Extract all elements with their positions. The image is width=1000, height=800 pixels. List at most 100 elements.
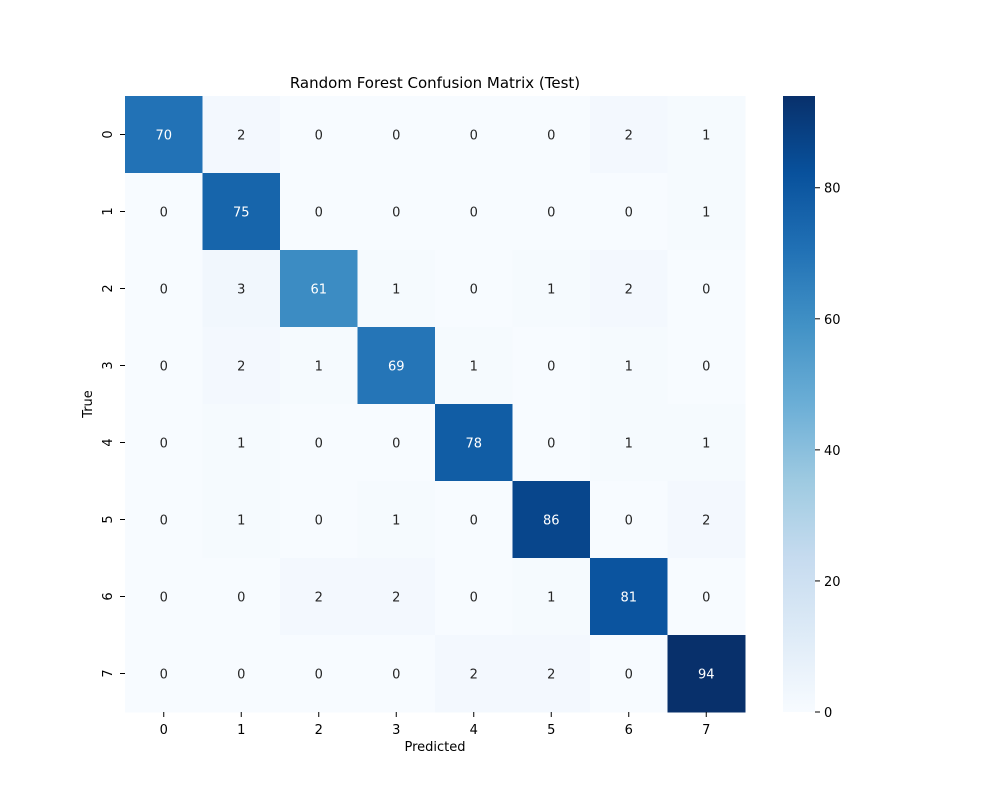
cell-value-label: 1 bbox=[702, 129, 710, 144]
heatmap-cell-1-5 bbox=[512, 173, 591, 251]
cell-value-label: 0 bbox=[237, 668, 245, 683]
y-tick-label: 4 bbox=[101, 438, 116, 446]
cell-value-label: 1 bbox=[702, 437, 710, 452]
y-axis-label: True bbox=[81, 390, 96, 419]
heatmap-cell-1-2 bbox=[280, 173, 358, 251]
cell-value-label: 1 bbox=[315, 360, 323, 375]
colorbar-tick-label: 60 bbox=[824, 313, 841, 328]
cell-value-label: 0 bbox=[625, 514, 633, 529]
cell-value-label: 2 bbox=[237, 360, 245, 375]
cell-value-label: 0 bbox=[315, 206, 323, 221]
heatmap-cell-0-7 bbox=[667, 96, 746, 174]
x-tick-label: 2 bbox=[315, 723, 323, 738]
colorbar-tick-label: 20 bbox=[824, 575, 841, 590]
heatmap-cell-4-6 bbox=[590, 404, 668, 482]
heatmap-cell-0-1 bbox=[202, 96, 281, 174]
colorbar-tick-label: 40 bbox=[824, 444, 841, 459]
x-tick-label: 3 bbox=[392, 723, 400, 738]
cell-value-label: 81 bbox=[620, 591, 637, 606]
heatmap-cell-3-6 bbox=[590, 327, 668, 405]
x-axis-label: Predicted bbox=[404, 740, 465, 755]
cell-value-label: 1 bbox=[470, 360, 478, 375]
cell-value-label: 0 bbox=[160, 283, 168, 298]
cell-value-label: 1 bbox=[625, 360, 633, 375]
cell-value-label: 69 bbox=[388, 360, 405, 375]
heatmap-cell-3-2 bbox=[280, 327, 358, 405]
heatmap-cell-6-0 bbox=[125, 558, 203, 636]
y-tick-label: 1 bbox=[101, 207, 116, 215]
heatmap-cell-7-0 bbox=[125, 635, 203, 713]
heatmap-cell-6-2 bbox=[280, 558, 358, 636]
heatmap-cell-labels: 70 2 0 0 0 0 2 1 0 75 0 0 0 0 0 1 0 3 61 1 0 1 2 0 0 2 1 69 1 0 1 0 0 1 0 0… bbox=[155, 129, 714, 683]
heatmap-cell-6-3 bbox=[357, 558, 436, 636]
cell-value-label: 2 bbox=[702, 514, 710, 529]
cell-value-label: 0 bbox=[470, 129, 478, 144]
cell-value-label: 1 bbox=[237, 514, 245, 529]
cell-value-label: 0 bbox=[702, 360, 710, 375]
heatmap-cell-2-4 bbox=[435, 250, 513, 328]
cell-value-label: 70 bbox=[155, 129, 172, 144]
cell-value-label: 0 bbox=[160, 668, 168, 683]
heatmap-cell-4-5 bbox=[512, 404, 591, 482]
heatmap-cell-0-6 bbox=[590, 96, 668, 174]
y-tick-label: 6 bbox=[101, 592, 116, 600]
cell-value-label: 0 bbox=[315, 514, 323, 529]
cell-value-label: 2 bbox=[392, 591, 400, 606]
heatmap-cell-5-5 bbox=[512, 481, 591, 559]
heatmap-cell-6-5 bbox=[512, 558, 591, 636]
heatmap-cell-3-1 bbox=[202, 327, 281, 405]
cell-value-label: 0 bbox=[160, 360, 168, 375]
y-tick-label: 2 bbox=[101, 284, 116, 292]
cell-value-label: 1 bbox=[702, 206, 710, 221]
heatmap-cell-5-1 bbox=[202, 481, 281, 559]
cell-value-label: 0 bbox=[470, 283, 478, 298]
heatmap-cell-0-3 bbox=[357, 96, 436, 174]
colorbar: 0 20 40 60 80 bbox=[783, 96, 841, 721]
heatmap-cell-3-5 bbox=[512, 327, 591, 405]
x-tick-label: 6 bbox=[625, 723, 633, 738]
cell-value-label: 1 bbox=[392, 514, 400, 529]
heatmap-cell-7-3 bbox=[357, 635, 436, 713]
colorbar-tick-label: 80 bbox=[824, 182, 841, 197]
heatmap-cell-1-6 bbox=[590, 173, 668, 251]
cell-value-label: 1 bbox=[547, 283, 555, 298]
cell-value-label: 0 bbox=[702, 283, 710, 298]
cell-value-label: 2 bbox=[625, 129, 633, 144]
x-tick-label: 5 bbox=[547, 723, 555, 738]
cell-value-label: 0 bbox=[470, 514, 478, 529]
cell-value-label: 0 bbox=[160, 437, 168, 452]
cell-value-label: 2 bbox=[625, 283, 633, 298]
heatmap-cell-2-3 bbox=[357, 250, 436, 328]
cell-value-label: 2 bbox=[237, 129, 245, 144]
heatmap-cell-5-6 bbox=[590, 481, 668, 559]
cell-value-label: 1 bbox=[392, 283, 400, 298]
cell-value-label: 2 bbox=[315, 591, 323, 606]
cell-value-label: 0 bbox=[315, 129, 323, 144]
heatmap-cell-6-1 bbox=[202, 558, 281, 636]
y-tick-label: 7 bbox=[101, 669, 116, 677]
heatmap-cell-1-1 bbox=[202, 173, 281, 251]
cell-value-label: 0 bbox=[160, 591, 168, 606]
y-axis: 0 1 2 3 4 5 6 7 bbox=[101, 130, 125, 678]
x-tick-label: 7 bbox=[702, 723, 710, 738]
heatmap-cell-3-0 bbox=[125, 327, 203, 405]
x-tick-label: 0 bbox=[160, 723, 168, 738]
heatmap-cell-4-3 bbox=[357, 404, 436, 482]
cell-value-label: 61 bbox=[310, 283, 327, 298]
cell-value-label: 1 bbox=[625, 437, 633, 452]
colorbar-tick-label: 0 bbox=[824, 706, 832, 721]
heatmap-cell-4-0 bbox=[125, 404, 203, 482]
cell-value-label: 0 bbox=[392, 668, 400, 683]
heatmap-cell-3-4 bbox=[435, 327, 513, 405]
heatmap-cell-5-4 bbox=[435, 481, 513, 559]
cell-value-label: 1 bbox=[547, 591, 555, 606]
heatmap-cell-2-0 bbox=[125, 250, 203, 328]
heatmap-cell-2-1 bbox=[202, 250, 281, 328]
heatmap-cell-2-5 bbox=[512, 250, 591, 328]
heatmap-cell-4-4 bbox=[435, 404, 513, 482]
heatmap-cells bbox=[125, 96, 746, 713]
cell-value-label: 94 bbox=[698, 668, 715, 683]
heatmap-cell-4-2 bbox=[280, 404, 358, 482]
cell-value-label: 1 bbox=[237, 437, 245, 452]
